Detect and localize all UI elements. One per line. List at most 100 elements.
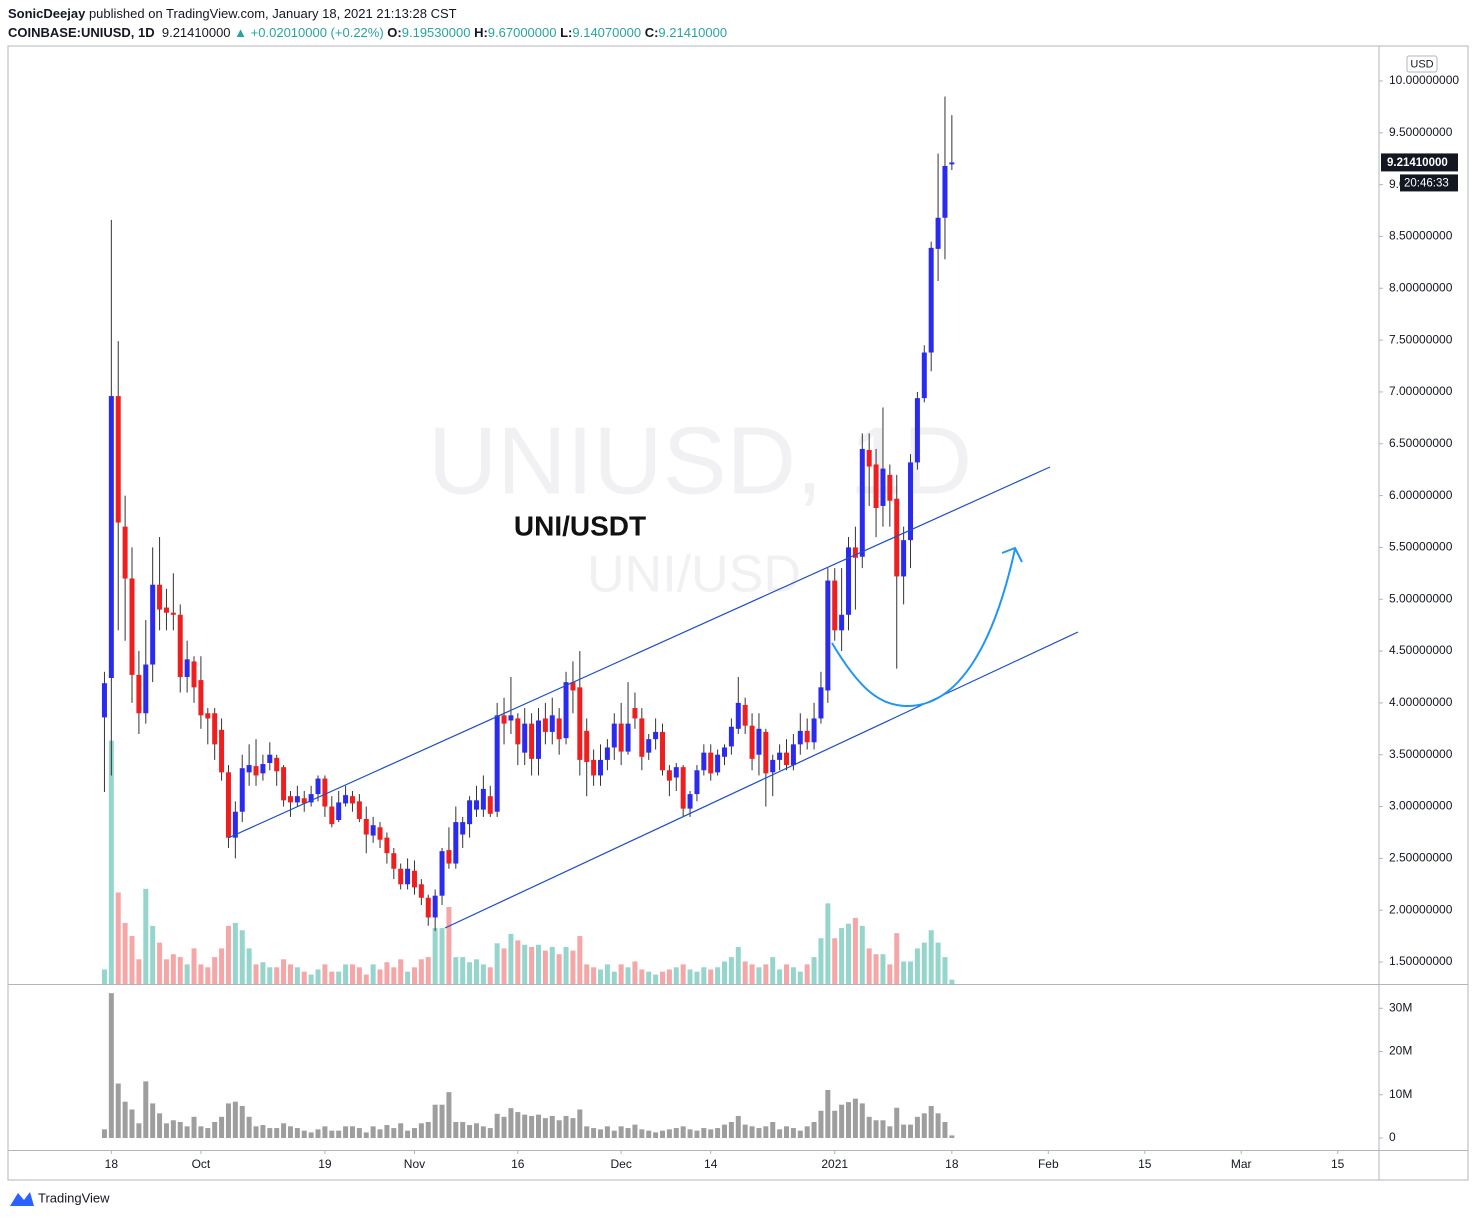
volume-bar	[591, 1128, 597, 1138]
logo-shape	[10, 1192, 34, 1206]
volume-overlay-bar	[811, 957, 817, 984]
candle-body	[728, 726, 734, 747]
y-tick-label: 1.50000000	[1389, 954, 1453, 968]
candle-body	[770, 759, 776, 773]
publish-info: published on TradingView.com, January 18…	[88, 6, 457, 21]
candle-body	[756, 728, 762, 755]
volume-bar	[584, 1126, 590, 1138]
volume-overlay-bar	[797, 971, 803, 984]
volume-bar	[852, 1098, 858, 1138]
candle-body	[225, 772, 231, 838]
volume-overlay-bar	[556, 954, 562, 984]
volume-overlay-bar	[384, 962, 390, 984]
x-tick-label: 16	[511, 1157, 525, 1171]
volume-overlay-bar	[880, 954, 886, 984]
volume-overlay-bar	[708, 969, 714, 984]
volume-bar	[563, 1115, 569, 1138]
volume-overlay-bar	[377, 969, 383, 984]
volume-overlay-bar	[887, 964, 893, 984]
candle-body	[281, 767, 287, 801]
candle-body	[198, 680, 204, 716]
volume-overlay-bar	[432, 928, 438, 984]
volume-overlay-bar	[508, 933, 514, 984]
candle-body	[115, 396, 121, 523]
candle-body	[494, 715, 500, 812]
volume-overlay-bar	[873, 954, 879, 984]
volume-bar	[453, 1122, 459, 1138]
volume-overlay-bar	[542, 950, 548, 984]
candle-body	[191, 661, 197, 688]
volume-overlay-bar	[205, 967, 211, 984]
candle-body	[336, 802, 342, 821]
volume-overlay-bar	[267, 967, 273, 984]
arc-arrow	[831, 548, 1016, 708]
volume-bar	[432, 1104, 438, 1138]
candle-body	[839, 614, 845, 631]
volume-bar	[784, 1126, 790, 1138]
y-tick-label: 6.50000000	[1389, 436, 1453, 450]
candle-body	[129, 578, 135, 675]
volume-overlay-bar	[549, 946, 555, 984]
candle-body	[508, 715, 514, 721]
volume-overlay-bar	[150, 925, 156, 984]
candle-body	[611, 723, 617, 748]
candle-body	[391, 853, 397, 869]
volume-bar	[859, 1103, 865, 1138]
volume-bar	[356, 1128, 362, 1138]
candle-body	[329, 806, 335, 825]
candle-body	[418, 884, 424, 898]
candle-body	[625, 723, 631, 752]
volume-bar	[322, 1126, 328, 1138]
volume-bar	[425, 1122, 431, 1138]
volume-bar	[529, 1115, 535, 1138]
volume-overlay-bar	[405, 971, 411, 984]
publish-line: SonicDeejay published on TradingView.com…	[8, 6, 457, 21]
volume-bar	[487, 1128, 493, 1138]
candle-body	[232, 811, 238, 838]
volume-bar	[198, 1126, 204, 1138]
volume-overlay-bar	[101, 969, 107, 984]
y-tick-label: 3.00000000	[1389, 799, 1453, 813]
volume-bar	[281, 1123, 287, 1138]
field-label: H:	[474, 25, 488, 40]
volume-overlay-bar	[163, 959, 169, 984]
volume-bar	[832, 1110, 838, 1138]
volume-overlay-bar	[928, 930, 934, 984]
volume-overlay-bar	[439, 928, 445, 984]
volume-overlay-bar	[308, 974, 314, 984]
volume-overlay-bar	[839, 928, 845, 984]
volume-overlay-bar	[901, 961, 907, 984]
volume-overlay-bar	[143, 888, 149, 984]
volume-bar	[232, 1101, 238, 1138]
volume-bar	[735, 1115, 741, 1138]
volume-bar	[184, 1126, 190, 1138]
volume-overlay-bar	[494, 943, 500, 984]
candle-body	[239, 768, 245, 812]
volume-overlay-bar	[680, 964, 686, 984]
candle-body	[301, 798, 307, 804]
candle-body	[453, 822, 459, 864]
candle-body	[694, 770, 700, 795]
volume-bar	[949, 1135, 955, 1138]
x-tick-label: Mar	[1231, 1157, 1252, 1171]
candle-body	[749, 725, 755, 759]
volume-overlay-bar	[632, 961, 638, 984]
candle-body	[632, 708, 638, 719]
candle-body	[467, 800, 473, 825]
volume-bar	[797, 1130, 803, 1138]
candle-body	[287, 796, 293, 803]
candle-body	[535, 720, 541, 759]
candle-body	[832, 580, 838, 631]
candle-body	[852, 547, 858, 558]
candle-body	[708, 752, 714, 774]
candle-body	[797, 730, 803, 745]
arrow: ▲	[234, 25, 248, 40]
volume-overlay-bar	[570, 950, 576, 984]
volume-bar	[673, 1128, 679, 1138]
volume-bar	[136, 1123, 142, 1138]
footer-logo	[10, 1192, 34, 1206]
volume-bar	[219, 1116, 225, 1138]
volume-bar	[597, 1129, 603, 1138]
candle-body	[170, 612, 176, 615]
